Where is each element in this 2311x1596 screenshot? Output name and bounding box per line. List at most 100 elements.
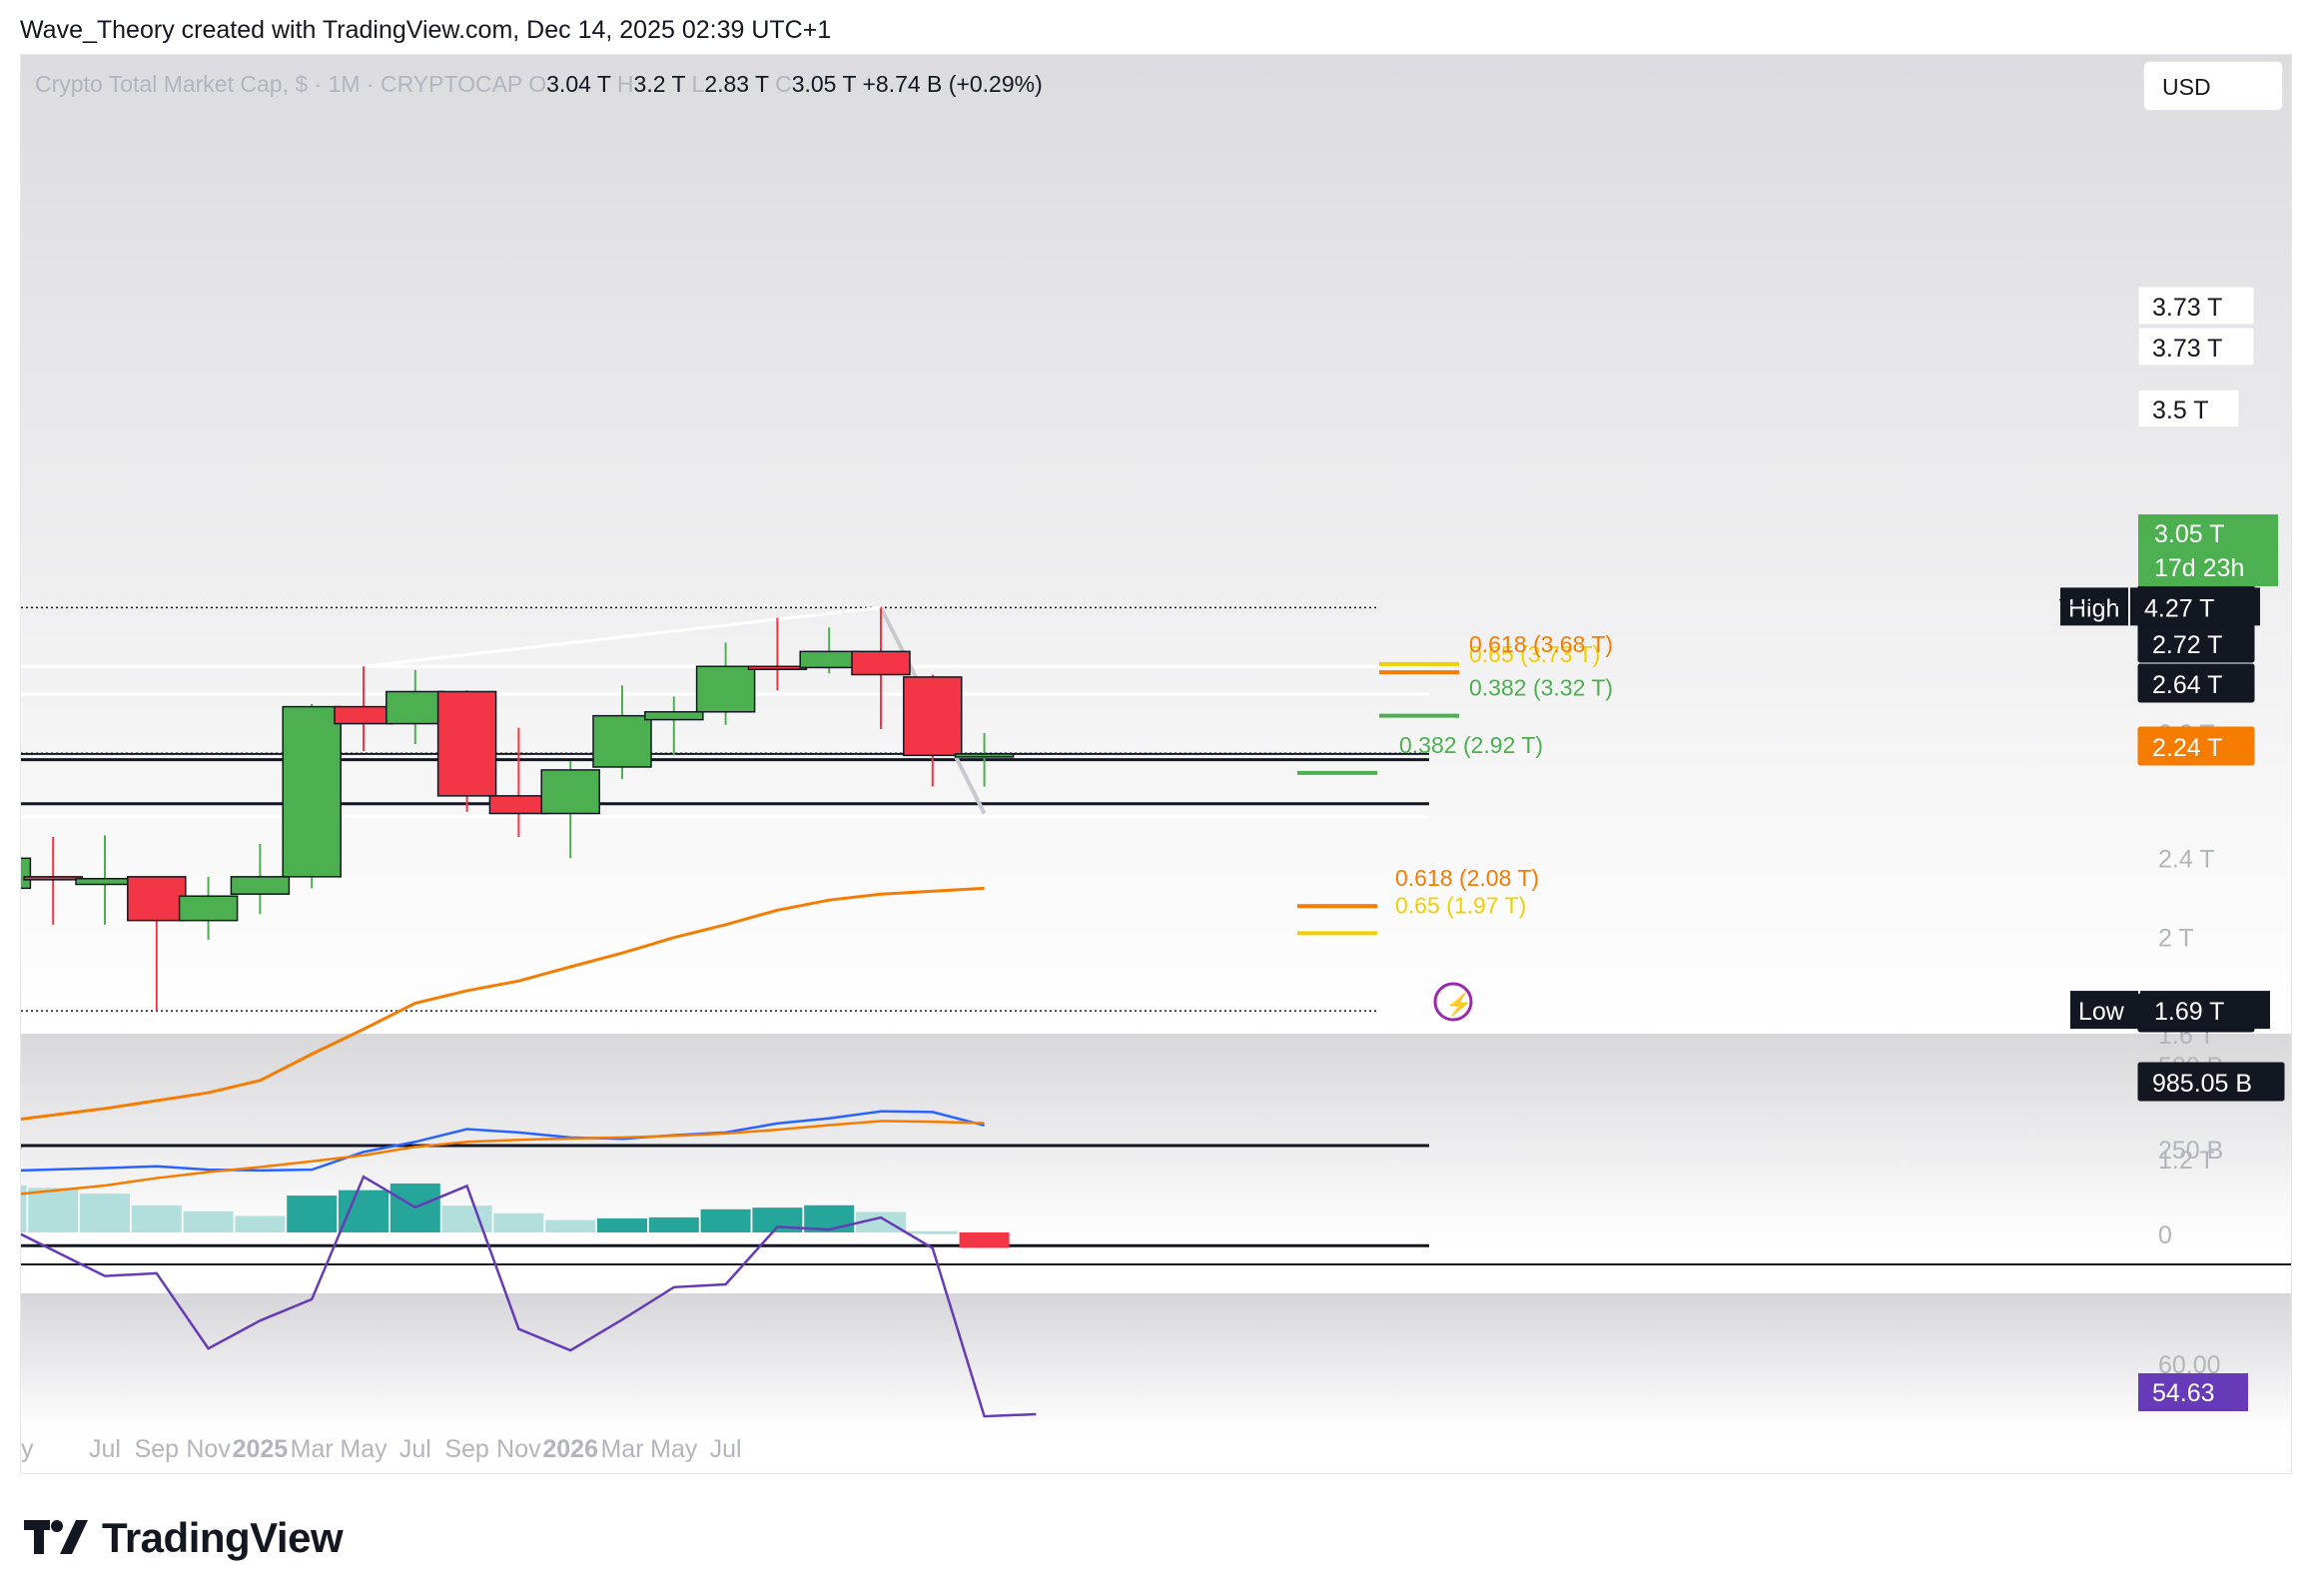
current-price-value: 3.05 T xyxy=(2154,520,2224,548)
price-tag-text: 2.24 T xyxy=(2152,734,2222,762)
time-axis-label: Jul xyxy=(89,1435,121,1463)
candle-body xyxy=(75,877,135,886)
extreme-label-badge xyxy=(2070,991,2138,1030)
candle-body xyxy=(540,769,600,815)
extreme-value-badge xyxy=(2130,587,2260,626)
candle-body xyxy=(282,705,342,878)
fib-level-label: 0.382 (2.92 T) xyxy=(1399,732,1543,758)
fib-level-label: 0.65 (1.97 T) xyxy=(1395,892,1526,918)
candle-body xyxy=(488,795,549,815)
price-tag xyxy=(2137,663,2255,703)
extreme-label-badge xyxy=(2060,587,2128,626)
legend-open-label: O xyxy=(528,71,547,97)
price-chart[interactable]: 0.65 (3.73 T)0.618 (3.68 T) 0.382 (3.32 T… xyxy=(21,55,2292,1474)
tradingview-wordmark: TradingView xyxy=(102,1514,344,1561)
candle-body xyxy=(695,665,756,713)
event-icon-glyph: ⚡ xyxy=(1445,992,1472,1018)
price-tag xyxy=(2137,286,2255,326)
legend-high-label: H xyxy=(616,71,634,97)
fib-level-label: 0.618 (2.08 T) xyxy=(1395,865,1539,891)
candle-body xyxy=(592,714,652,768)
time-axis-label: Mar xyxy=(600,1435,643,1463)
macd-axis-label: 0 xyxy=(2158,1221,2172,1249)
candle-body xyxy=(334,705,393,725)
rsi-value-text: 54.63 xyxy=(2152,1379,2215,1407)
ema-line xyxy=(21,886,985,1150)
price-tag-text: 2.64 T xyxy=(2152,671,2222,699)
candle-body xyxy=(436,690,497,797)
event-icon xyxy=(1433,982,1473,1022)
candle-body xyxy=(851,650,911,676)
extreme-value-badge xyxy=(2140,991,2270,1030)
fib-level-label: 0.618 (3.68 T) xyxy=(1469,631,1613,657)
macd-histogram-bar xyxy=(80,1194,130,1232)
legend-change: +8.74 B (+0.29%) xyxy=(862,71,1043,97)
candle-body xyxy=(644,710,704,721)
current-price-tag xyxy=(2138,514,2278,586)
candle-body xyxy=(178,895,239,922)
time-axis-label: May xyxy=(340,1435,387,1463)
macd-histogram-bar xyxy=(28,1188,79,1232)
macd-signal-line xyxy=(21,1120,985,1196)
time-axis-label: Sep xyxy=(444,1435,488,1463)
macd-histogram-bar xyxy=(545,1219,596,1232)
macd-histogram-bar xyxy=(287,1196,338,1232)
time-axis-label: Mar xyxy=(291,1435,334,1463)
currency-selector[interactable]: USD xyxy=(2143,61,2283,111)
tradingview-logo[interactable]: TradingView xyxy=(24,1514,344,1561)
price-axis-label: 2 T xyxy=(2158,925,2194,953)
time-axis-label: 2025 xyxy=(233,1435,289,1463)
macd-line xyxy=(21,1110,985,1173)
candle-body xyxy=(230,876,291,895)
price-tag-text: 3.73 T xyxy=(2152,335,2222,363)
macd-histogram-bar xyxy=(907,1230,958,1234)
time-axis-label: Jul xyxy=(710,1435,742,1463)
price-tag xyxy=(2137,1062,2285,1102)
macd-axis-label: 250 B xyxy=(2158,1137,2223,1165)
trendline-value-label: −1.54 T xyxy=(2058,590,2123,611)
time-axis-label: 2026 xyxy=(542,1435,598,1463)
chart-legend: Crypto Total Market Cap, $ · 1M · CRYPTO… xyxy=(35,71,1043,98)
extreme-label-text: Low xyxy=(2078,998,2125,1026)
time-axis-label: Sep xyxy=(135,1435,179,1463)
extreme-label-text: High xyxy=(2068,594,2119,622)
legend-high: 3.2 T xyxy=(633,71,686,97)
macd-histogram-bar xyxy=(441,1205,492,1232)
time-axis-label: Nov xyxy=(496,1435,541,1463)
macd-histogram-bar xyxy=(856,1211,906,1232)
time-axis-label: May xyxy=(650,1435,698,1463)
legend-close-label: C xyxy=(775,71,792,97)
time-axis-label: Nov xyxy=(186,1435,231,1463)
macd-histogram-bar xyxy=(648,1216,699,1232)
legend-open: 3.04 T xyxy=(546,71,611,97)
high-trendline xyxy=(363,605,882,668)
candle-body xyxy=(903,676,963,757)
price-axis-label: 1.2 T xyxy=(2158,1147,2215,1175)
price-tag-text: 985.05 B xyxy=(2152,1070,2252,1098)
rsi-value-tag xyxy=(2138,1373,2248,1411)
extreme-value-text: 1.69 T xyxy=(2154,998,2224,1026)
fib-level-label: 0.65 (3.73 T) xyxy=(1469,641,1600,667)
price-tag xyxy=(2137,389,2240,428)
macd-histogram-bar xyxy=(21,1185,27,1232)
tradingview-logo-icon xyxy=(24,1520,88,1554)
price-tag-text: 2.72 T xyxy=(2152,631,2222,659)
candle-body xyxy=(21,857,32,890)
candle-body xyxy=(127,876,187,922)
candle-body xyxy=(23,876,83,881)
legend-low: 2.83 T xyxy=(704,71,769,97)
price-tag-text: 3.5 T xyxy=(2152,397,2209,424)
macd-histogram-bar xyxy=(700,1208,751,1232)
legend-close: 3.05 T xyxy=(791,71,857,97)
macd-histogram-bar xyxy=(235,1215,286,1232)
price-tag xyxy=(2137,726,2255,766)
time-axis-label: Jul xyxy=(399,1435,431,1463)
candle-body xyxy=(954,753,1015,758)
rsi-line xyxy=(21,1175,1037,1418)
extreme-value-text: 4.27 T xyxy=(2144,594,2214,622)
price-tag-text: 3.73 T xyxy=(2152,294,2222,322)
legend-symbol: Crypto Total Market Cap, $ · 1M · CRYPTO… xyxy=(35,71,522,97)
chart-frame[interactable]: 0.65 (3.73 T) 0.618 (3.68 T) 0.382 (3.32 T… xyxy=(20,54,2292,1474)
macd-histogram-bar xyxy=(339,1190,388,1232)
macd-histogram-bar xyxy=(597,1217,647,1232)
